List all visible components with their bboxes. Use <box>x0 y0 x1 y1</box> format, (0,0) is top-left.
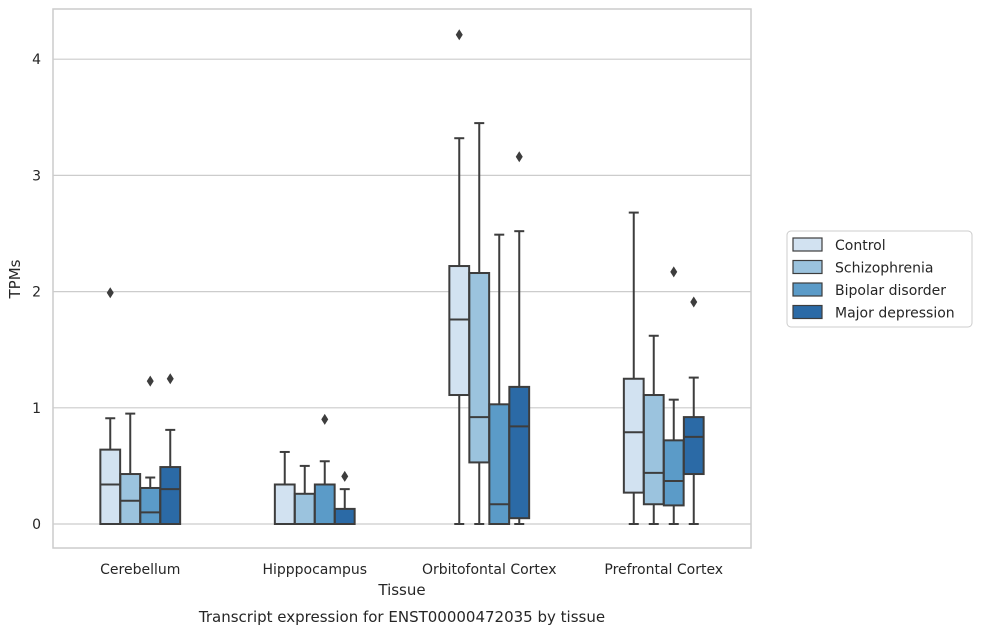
box-body <box>313 483 336 526</box>
x-tick-labels: Cerebellum Hipppocampus Orbitofontal Corte… <box>100 562 723 578</box>
box-3-1 <box>642 334 665 525</box>
box-body <box>622 377 645 494</box>
legend-swatch <box>792 282 823 297</box>
legend-swatch <box>792 259 823 275</box>
x-axis-label: Tissue <box>377 581 425 599</box>
legend-frame <box>786 230 973 328</box>
legend-label: Control <box>835 238 886 254</box>
outlier-marker <box>515 151 523 163</box>
legend-swatch <box>792 304 823 320</box>
box-2-3 <box>508 151 531 525</box>
box-0-2 <box>139 375 162 525</box>
box-body <box>642 394 665 506</box>
box-3-3 <box>682 296 705 525</box>
y-axis-label: TPMs <box>6 259 24 299</box>
y-tick-label: 0 <box>32 517 41 533</box>
box-body <box>508 385 531 520</box>
legend: Control Schizophrenia Bipolar disorder Majo… <box>786 230 973 328</box>
chart-caption: Transcript expression for ENST0000047203… <box>198 608 605 626</box>
box-body <box>139 486 162 525</box>
box-0-1 <box>119 412 142 525</box>
box-plots <box>99 29 705 526</box>
y-tick-labels: 0 1 2 3 4 <box>32 52 41 533</box>
box-body <box>682 416 705 476</box>
outlier-marker <box>146 375 154 387</box>
legend-label: Bipolar disorder <box>835 283 946 299</box>
legend-label: Major depression <box>835 306 955 322</box>
x-tick-label: Prefrontal Cortex <box>604 562 723 578</box>
box-body <box>468 272 491 464</box>
outlier-marker <box>106 287 114 299</box>
y-tick-label: 4 <box>32 52 41 68</box>
box-body <box>448 265 471 397</box>
legend-swatch <box>792 237 823 252</box>
plot-frame <box>52 8 752 549</box>
outlier-marker <box>321 413 329 425</box>
box-body <box>119 473 142 525</box>
box-1-2 <box>313 413 336 526</box>
box-body <box>99 448 122 525</box>
box-body <box>293 492 316 525</box>
box-3-2 <box>662 266 685 525</box>
x-tick-label: Orbitofontal Cortex <box>422 562 557 578</box>
box-body <box>159 466 182 526</box>
outlier-marker <box>341 470 349 482</box>
x-tick-label: Cerebellum <box>100 562 180 578</box>
box-1-3 <box>333 470 356 526</box>
y-tick-label: 3 <box>32 168 41 184</box>
box-1-1 <box>293 464 316 525</box>
outlier-marker <box>670 266 678 278</box>
box-2-1 <box>468 122 491 525</box>
box-2-0 <box>448 29 471 525</box>
y-tick-label: 1 <box>32 401 41 417</box>
box-0-3 <box>159 373 182 526</box>
box-body <box>488 403 511 525</box>
outlier-marker <box>690 296 698 308</box>
box-0-0 <box>99 287 122 525</box>
outlier-marker <box>455 29 463 41</box>
box-body <box>662 439 685 507</box>
outlier-marker <box>166 373 174 385</box>
y-tick-label: 2 <box>32 285 41 301</box>
box-body <box>333 507 356 526</box>
legend-label: Schizophrenia <box>835 261 933 277</box>
box-3-0 <box>622 211 645 525</box>
box-1-0 <box>273 450 296 526</box>
x-tick-label: Hipppocampus <box>262 562 367 578</box>
box-2-2 <box>488 233 511 525</box>
box-body <box>273 483 296 526</box>
